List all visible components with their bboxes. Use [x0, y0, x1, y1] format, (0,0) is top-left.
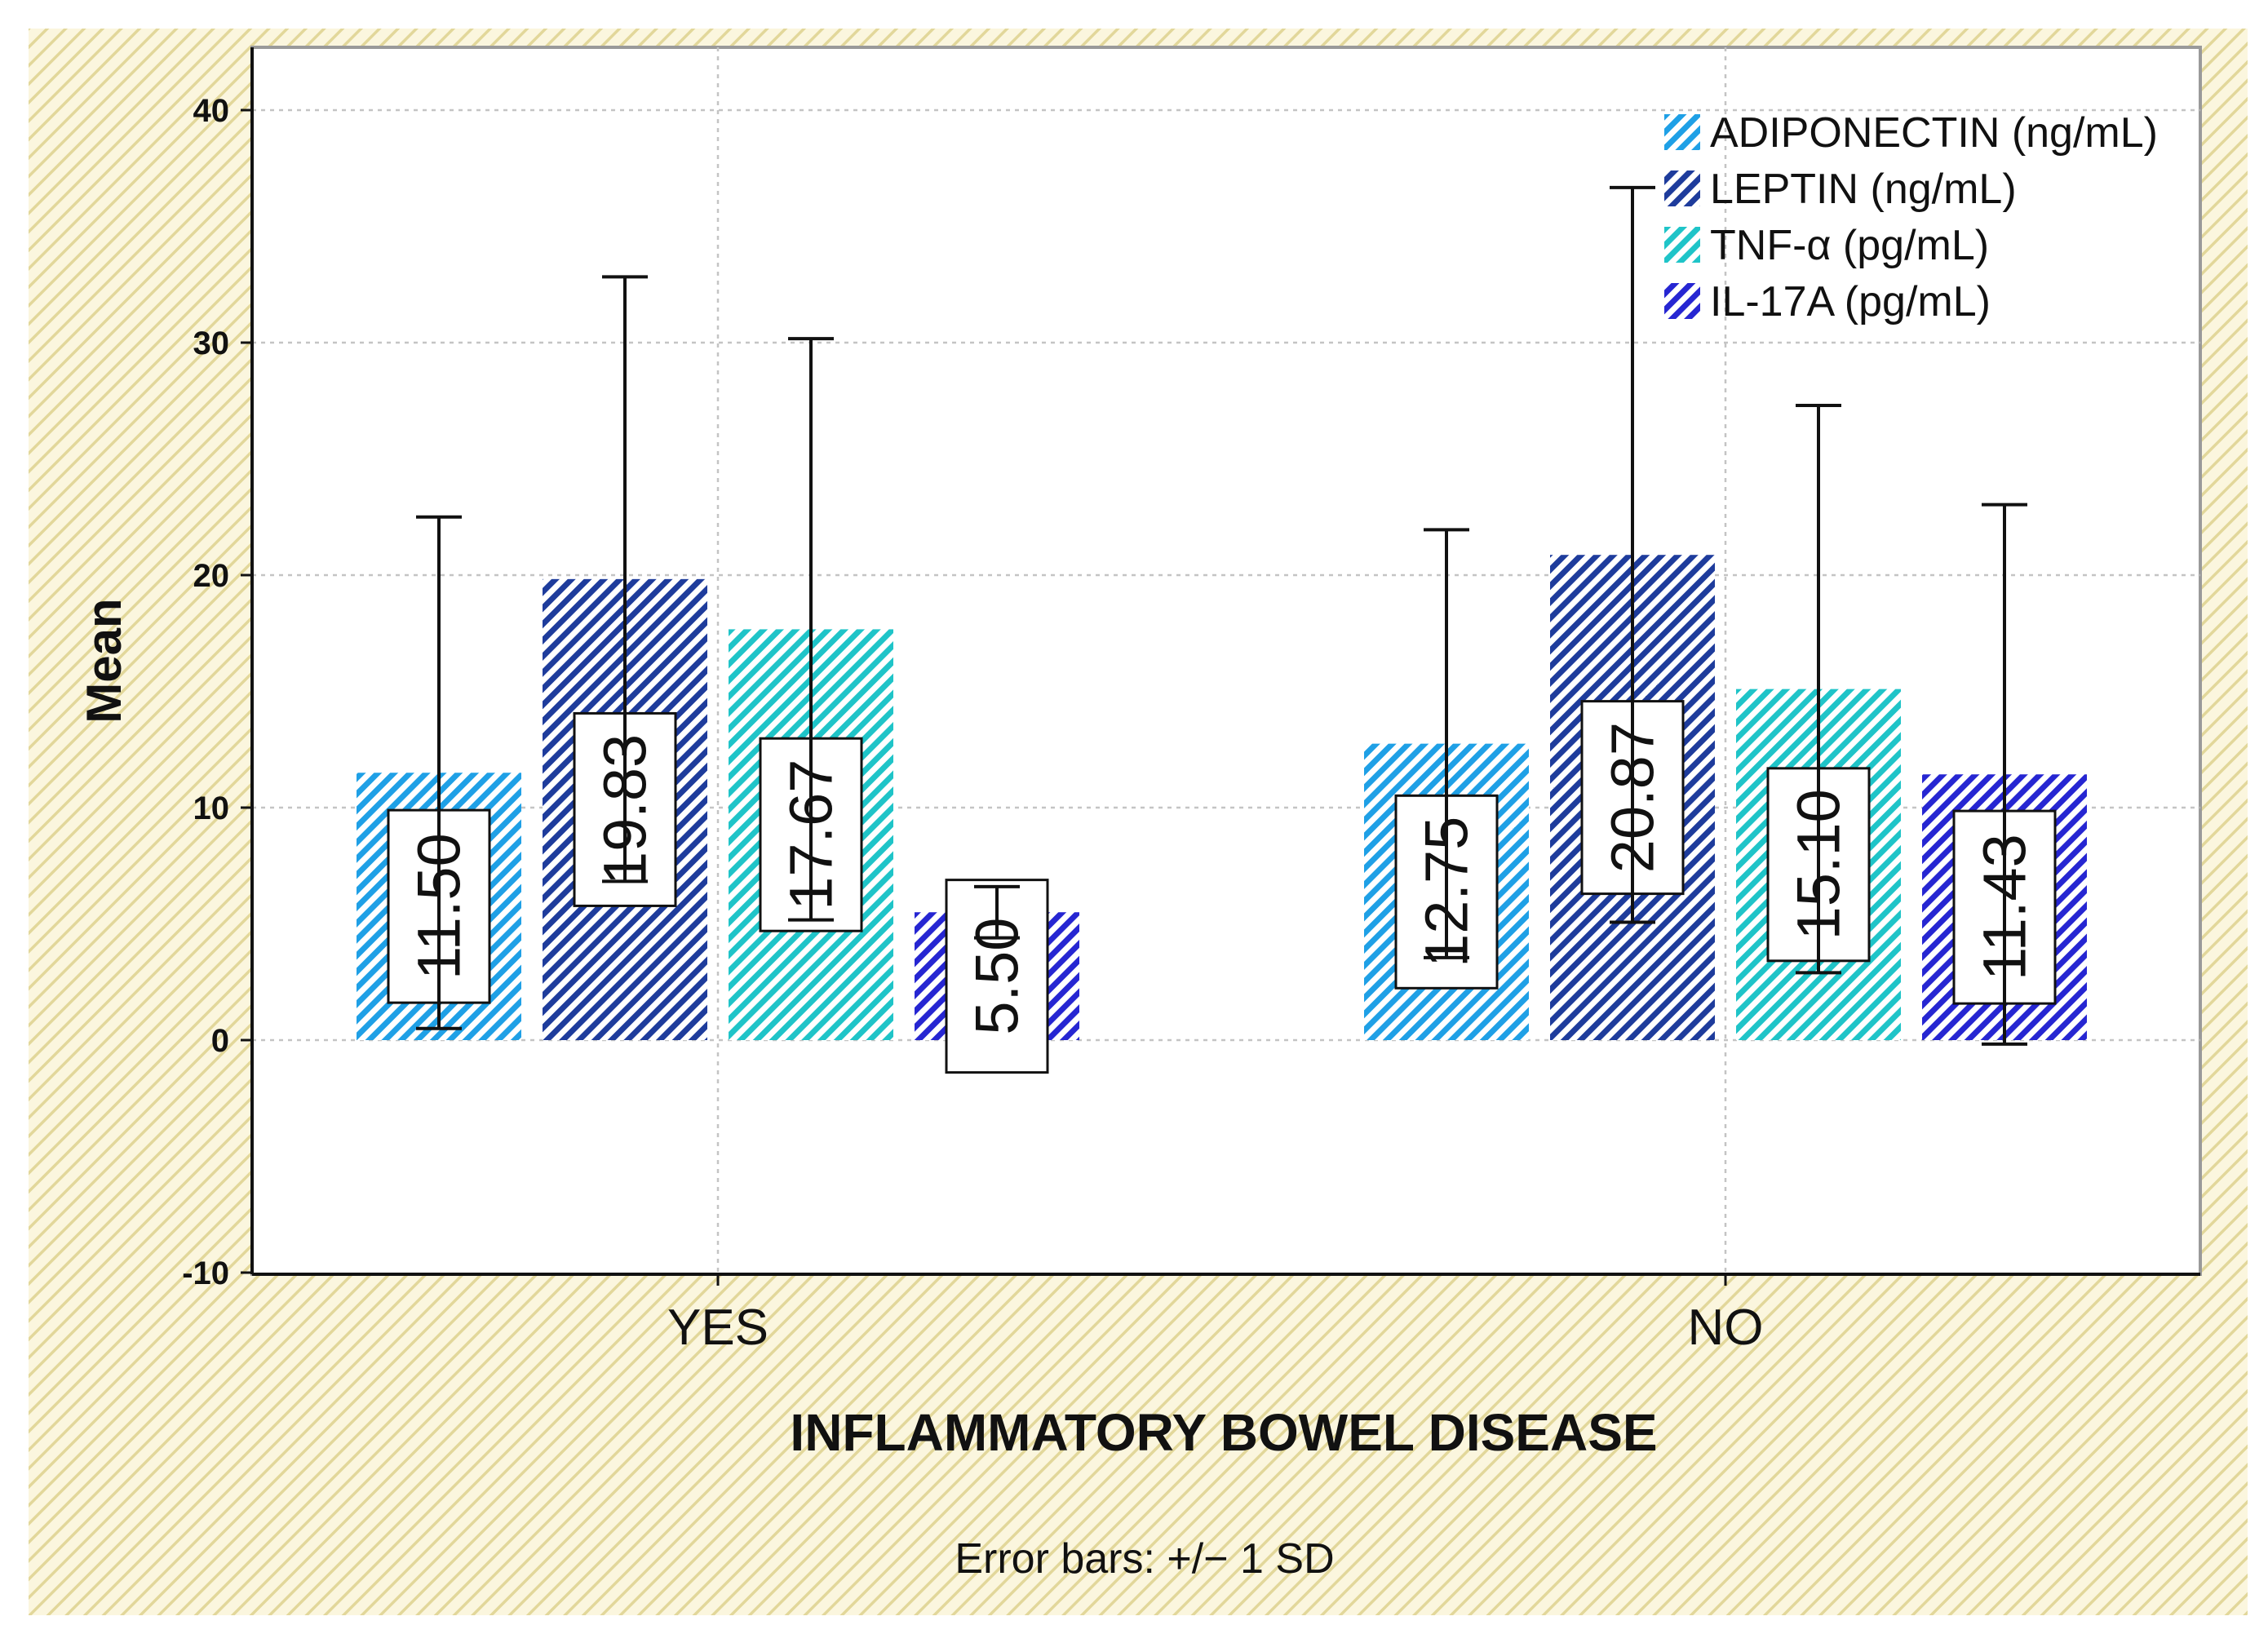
y-axis-ticks: -10 0 10 20 30 40	[182, 93, 252, 1291]
y-tick-label--10: -10	[182, 1255, 229, 1291]
x-category-label-yes: YES	[667, 1300, 769, 1356]
legend: ADIPONECTIN (ng/mL) LEPTIN (ng/mL) TNF-α (…	[1664, 109, 2158, 325]
legend-label-leptin-ng-ml: LEPTIN (ng/mL)	[1710, 166, 2017, 213]
x-axis-categories: YES NO	[667, 1274, 1764, 1356]
x-axis-title: INFLAMMATORY BOWEL DISEASE	[790, 1403, 1657, 1462]
error-bars	[416, 185, 2027, 1046]
legend-swatch-tnf-pg-ml	[1664, 227, 1700, 263]
y-axis-title: Mean	[77, 598, 131, 723]
legend-swatch-adiponectin-ng-ml	[1664, 114, 1700, 150]
legend-label-il-17a-pg-ml: IL-17A (pg/mL)	[1710, 278, 1991, 325]
y-tick-label-40: 40	[193, 93, 230, 129]
y-tick-label-10: 10	[193, 790, 230, 826]
legend-label-tnf-pg-ml: TNF-α (pg/mL)	[1710, 222, 1989, 269]
x-category-label-no: NO	[1688, 1300, 1764, 1356]
y-tick-label-20: 20	[193, 558, 230, 594]
legend-swatch-leptin-ng-ml	[1664, 170, 1700, 206]
legend-swatch-il-17a-pg-ml	[1664, 283, 1700, 319]
y-tick-label-30: 30	[193, 325, 230, 361]
y-tick-label-0: 0	[211, 1023, 229, 1059]
legend-label-adiponectin-ng-ml: ADIPONECTIN (ng/mL)	[1710, 109, 2158, 157]
error-bar-note: Error bars: +/− 1 SD	[955, 1535, 1334, 1583]
